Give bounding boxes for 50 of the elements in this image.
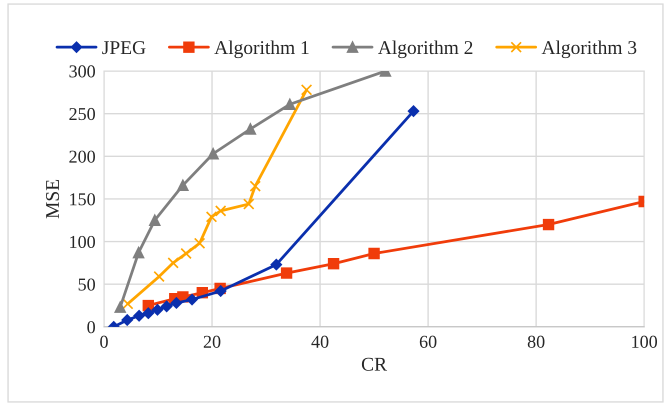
point (280, 267, 292, 279)
y-tick-label: 0 (87, 321, 95, 334)
x-tick-label: 60 (420, 336, 436, 348)
point (149, 214, 160, 226)
y-tick-label: 250 (69, 108, 95, 120)
point (542, 218, 554, 230)
point (214, 285, 226, 297)
point (194, 238, 206, 249)
x-tick-label: 80 (528, 336, 544, 348)
point (214, 205, 226, 217)
point (300, 84, 312, 96)
point (121, 314, 133, 326)
x-tick-label: 40 (311, 336, 328, 348)
y-tick-label: 50 (78, 278, 95, 291)
point (206, 211, 218, 223)
y-tick-label: 200 (69, 150, 95, 163)
legend-label: Algorithm 3 (542, 40, 636, 58)
point (284, 98, 296, 110)
point (186, 294, 198, 306)
point (170, 297, 182, 309)
point (243, 198, 254, 210)
point (142, 307, 154, 319)
point (133, 310, 145, 322)
point (160, 300, 172, 312)
point (207, 148, 219, 160)
point (270, 258, 282, 270)
y-tick-label: 150 (70, 193, 95, 206)
point (180, 248, 192, 260)
y-tick-label: 100 (70, 236, 95, 248)
point (132, 246, 144, 258)
point (122, 298, 134, 310)
legend-label: JPEG (102, 41, 146, 54)
point (167, 257, 179, 269)
x-axis-title: CR (362, 358, 388, 371)
x-tick-label: 100 (632, 336, 658, 348)
point (177, 180, 189, 191)
point (153, 270, 165, 282)
point (244, 123, 256, 135)
legend-label: Algorithm 1 (214, 40, 309, 58)
point (408, 105, 420, 117)
x-tick-label: 0 (100, 336, 108, 348)
legend-label: Algorithm 2 (378, 40, 472, 58)
y-tick-label: 300 (69, 65, 95, 78)
x-tick-label: 20 (204, 336, 220, 348)
y-axis-title: MSE (46, 180, 60, 218)
point (368, 248, 380, 260)
point (152, 304, 164, 316)
point (250, 180, 261, 192)
point (114, 302, 126, 313)
point (328, 258, 340, 270)
